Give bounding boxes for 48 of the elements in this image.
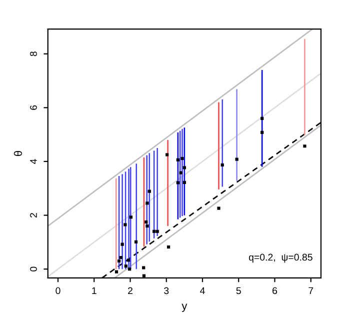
x-tick-label: 0	[56, 287, 60, 294]
point	[217, 206, 220, 210]
x-tick-label: 5	[236, 287, 241, 294]
x-tick-label: 2	[128, 287, 132, 294]
y-tick-label: 4	[30, 159, 37, 164]
point	[128, 268, 132, 271]
point	[119, 256, 122, 260]
point	[220, 163, 224, 167]
x-tick-label: 7	[308, 287, 314, 294]
point	[152, 230, 156, 233]
point	[129, 216, 133, 219]
point	[142, 274, 146, 278]
point	[180, 156, 184, 160]
point	[176, 181, 180, 184]
point	[117, 259, 121, 263]
y-tick-label: 8	[30, 52, 37, 56]
point	[114, 270, 118, 274]
point	[120, 242, 124, 246]
x-tick-label: 1	[92, 287, 96, 294]
point	[124, 223, 127, 226]
point	[134, 240, 138, 244]
point	[144, 220, 148, 224]
point	[146, 202, 149, 205]
x-tick-label: 4	[200, 287, 205, 294]
annotation: q=0.2, ψ=0.85	[248, 254, 312, 263]
point	[303, 144, 306, 148]
x-axis-title: y	[182, 304, 188, 312]
point	[156, 230, 159, 233]
point	[126, 258, 130, 262]
point	[235, 158, 238, 161]
y-axis-title: θ	[14, 151, 22, 156]
x-tick-label: 3	[164, 287, 169, 294]
y-tick-label: 6	[30, 105, 37, 110]
point	[260, 130, 264, 134]
point	[182, 180, 186, 184]
point	[176, 158, 180, 162]
point	[179, 171, 182, 174]
point	[166, 245, 170, 249]
point	[142, 266, 146, 270]
x-tick-label: 6	[272, 287, 278, 294]
y-tick-label: 0	[30, 266, 37, 272]
point	[260, 116, 264, 120]
point	[124, 264, 128, 268]
y-tick-label: 2	[30, 213, 37, 218]
point	[182, 166, 186, 170]
point	[148, 190, 151, 193]
point	[166, 153, 169, 156]
point	[146, 224, 149, 228]
